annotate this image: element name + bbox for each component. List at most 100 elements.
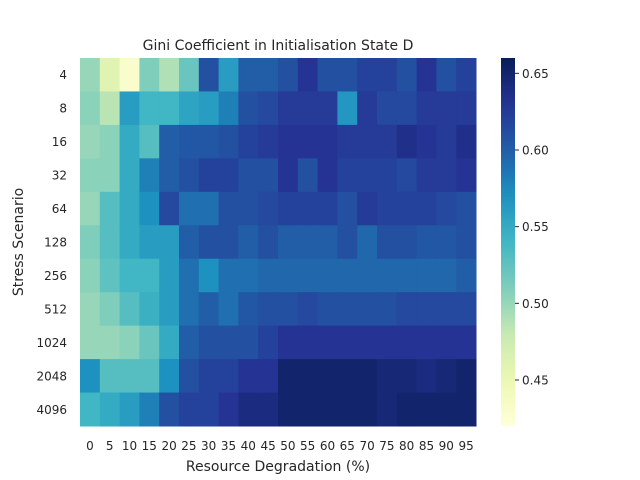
heatmap-cell <box>159 258 180 293</box>
heatmap-cell <box>278 359 299 394</box>
x-tick-label: 5 <box>106 439 114 453</box>
heatmap-cell <box>258 392 279 427</box>
colorbar-tick-label: 0.65 <box>522 67 549 81</box>
heatmap-cell <box>297 359 319 394</box>
heatmap-cell <box>436 191 457 226</box>
heatmap-cell <box>357 292 378 327</box>
heatmap-cell <box>119 325 140 360</box>
heatmap-cell <box>119 225 140 260</box>
y-tick-label: 128 <box>44 236 67 250</box>
x-tick-label: 80 <box>399 439 414 453</box>
heatmap-cell <box>80 258 101 293</box>
heatmap-cell <box>179 292 200 327</box>
heatmap-cell <box>297 58 319 92</box>
heatmap-cell <box>377 225 398 260</box>
heatmap-cell <box>337 191 358 226</box>
heatmap-cell <box>179 158 200 193</box>
heatmap-cell <box>159 158 180 193</box>
heatmap-cell <box>258 325 279 360</box>
heatmap-cell <box>297 91 319 126</box>
heatmap-cell <box>119 292 140 327</box>
heatmap-cells <box>80 58 477 427</box>
heatmap-cell <box>198 158 220 193</box>
heatmap-cell <box>357 158 378 193</box>
heatmap-cell <box>80 124 101 159</box>
heatmap-cell <box>377 124 398 159</box>
heatmap-cell <box>179 325 200 360</box>
heatmap-cell <box>317 58 338 92</box>
x-tick-label: 45 <box>260 439 275 453</box>
x-tick-label: 70 <box>359 439 374 453</box>
heatmap-cell <box>436 325 457 360</box>
heatmap-cell <box>218 292 239 327</box>
x-tick-labels: 0 5 10 15 20 25 30 35 40 45 50 55 60 65 70 75 80 85 90 95 <box>86 439 474 453</box>
heatmap-cell <box>179 91 200 126</box>
heatmap-cell <box>99 258 121 293</box>
heatmap-cell <box>218 225 239 260</box>
heatmap-cell <box>377 158 398 193</box>
y-tick-label: 16 <box>52 135 67 149</box>
heatmap-cell <box>80 225 101 260</box>
heatmap-cell <box>159 292 180 327</box>
x-tick-label: 35 <box>221 439 236 453</box>
heatmap-cell <box>179 392 200 427</box>
heatmap-cell <box>99 325 121 360</box>
heatmap-cell <box>119 359 140 394</box>
heatmap-cell <box>99 124 121 159</box>
x-tick-label: 40 <box>241 439 256 453</box>
y-tick-label: 2048 <box>36 369 67 383</box>
heatmap-cell <box>179 58 200 92</box>
x-tick-label: 55 <box>300 439 315 453</box>
heatmap-cell <box>297 124 319 159</box>
heatmap-cell <box>278 292 299 327</box>
heatmap-cell <box>80 91 101 126</box>
heatmap-cell <box>198 58 220 92</box>
heatmap-cell <box>179 225 200 260</box>
heatmap-cell <box>218 191 239 226</box>
heatmap-cell <box>317 392 338 427</box>
y-tick-label: 256 <box>44 269 67 283</box>
heatmap-cell <box>119 91 140 126</box>
heatmap-cell <box>258 359 279 394</box>
heatmap-cell <box>357 359 378 394</box>
heatmap-cell <box>258 58 279 92</box>
heatmap-cell <box>396 124 418 159</box>
heatmap-cell <box>278 225 299 260</box>
heatmap-cell <box>297 325 319 360</box>
heatmap-cell <box>80 359 101 394</box>
heatmap-cell <box>80 392 101 427</box>
colorbar-tick-labels: 0.45 0.50 0.55 0.60 0.65 <box>515 67 549 388</box>
heatmap-cell <box>278 392 299 427</box>
heatmap-cell <box>179 258 200 293</box>
heatmap-cell <box>456 392 477 427</box>
heatmap-cell <box>436 225 457 260</box>
heatmap-cell <box>416 392 437 427</box>
heatmap-cell <box>139 91 160 126</box>
heatmap-cell <box>80 325 101 360</box>
heatmap-cell <box>119 124 140 159</box>
heatmap-cell <box>357 91 378 126</box>
heatmap-cell <box>377 359 398 394</box>
heatmap-cell <box>159 124 180 159</box>
heatmap-cell <box>139 359 160 394</box>
heatmap-cell <box>179 359 200 394</box>
heatmap-cell <box>198 91 220 126</box>
heatmap-cell <box>99 91 121 126</box>
heatmap-cell <box>238 325 259 360</box>
heatmap-cell <box>297 258 319 293</box>
heatmap-cell <box>218 392 239 427</box>
heatmap-cell <box>396 225 418 260</box>
heatmap-cell <box>119 392 140 427</box>
heatmap-cell <box>179 191 200 226</box>
heatmap-cell <box>198 191 220 226</box>
heatmap-cell <box>337 292 358 327</box>
heatmap-cell <box>99 191 121 226</box>
heatmap-cell <box>278 191 299 226</box>
heatmap-cell <box>238 359 259 394</box>
colorbar-tick-label: 0.50 <box>522 297 549 311</box>
heatmap-cell <box>297 191 319 226</box>
x-tick-label: 85 <box>419 439 434 453</box>
heatmap-cell <box>258 292 279 327</box>
heatmap-cell <box>99 392 121 427</box>
heatmap-cell <box>258 225 279 260</box>
